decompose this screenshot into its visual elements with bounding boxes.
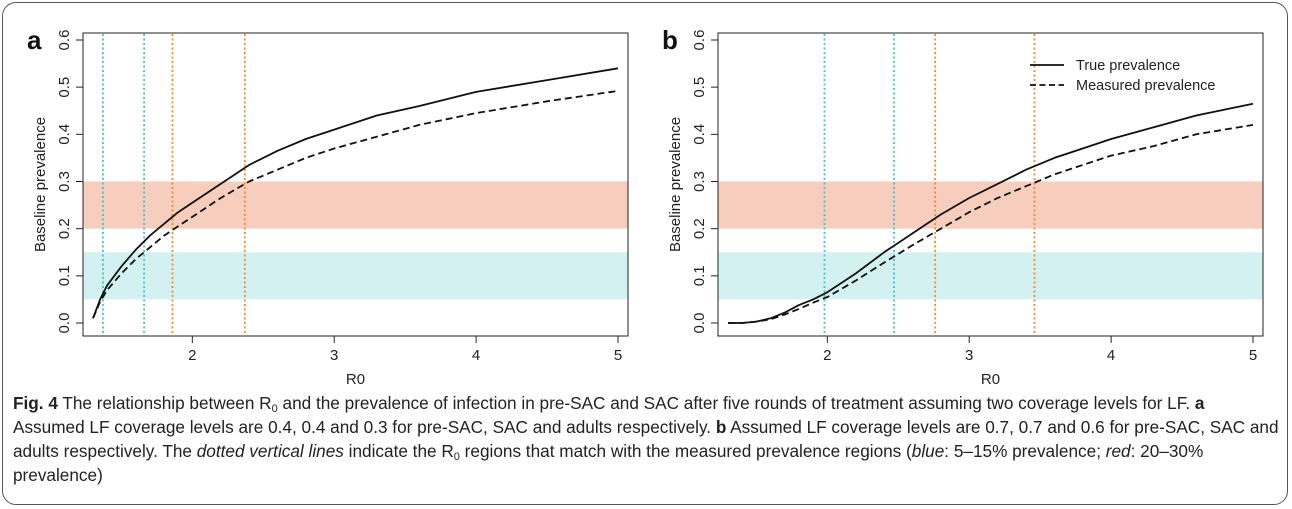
x-axis-label: R0 bbox=[981, 371, 1000, 388]
x-tick-label: 4 bbox=[1107, 347, 1115, 364]
y-tick-label: 0.1 bbox=[691, 265, 708, 286]
y-tick-label: 0.3 bbox=[56, 171, 73, 192]
caption-text-d: regions that match with the measured pre… bbox=[460, 441, 912, 461]
band-blue bbox=[83, 252, 628, 299]
figure-caption: Fig. 4 The relationship between R0 and t… bbox=[13, 391, 1279, 487]
y-tick-label: 0.5 bbox=[56, 77, 73, 98]
caption-text-c: indicate the R bbox=[344, 441, 454, 461]
band-blue bbox=[718, 252, 1263, 299]
y-tick-label: 0.2 bbox=[56, 218, 73, 239]
x-axis-label: R0 bbox=[346, 371, 365, 388]
y-tick-label: 0.6 bbox=[56, 30, 73, 51]
caption-text-1b: and the prevalence of infection in pre-S… bbox=[278, 393, 1195, 413]
caption-figure-label: Fig. 4 bbox=[13, 393, 58, 413]
x-tick-label: 5 bbox=[1249, 347, 1257, 364]
y-tick-label: 0.4 bbox=[56, 124, 73, 145]
x-tick-label: 3 bbox=[965, 347, 973, 364]
y-tick-label: 0.2 bbox=[691, 218, 708, 239]
caption-panel-a-label: a bbox=[1195, 393, 1205, 413]
caption-blue-word: blue bbox=[912, 441, 945, 461]
legend-entry-label: Measured prevalence bbox=[1076, 78, 1215, 94]
y-tick-label: 0.0 bbox=[691, 313, 708, 334]
x-tick-label: 3 bbox=[330, 347, 338, 364]
panel-b: 2 3 4 5 R0 0.0 0.1 0.2 0.3 0.4 0.5 0.6 Baseline prev… bbox=[662, 25, 1263, 388]
x-tick-label: 4 bbox=[472, 347, 480, 364]
band-red bbox=[83, 182, 628, 229]
legend-entry-label: True prevalence bbox=[1076, 58, 1180, 74]
caption-dotted-phrase: dotted vertical lines bbox=[197, 441, 344, 461]
x-tick-label: 5 bbox=[614, 347, 622, 364]
x-tick-label: 2 bbox=[823, 347, 831, 364]
y-axis-label: Baseline prevalence bbox=[32, 117, 49, 252]
y-axis-label: Baseline prevalence bbox=[667, 117, 684, 252]
caption-panel-b-label: b bbox=[716, 417, 727, 437]
caption-text-1a: The relationship between R bbox=[62, 393, 271, 413]
figure-canvas: 2 3 4 5 R0 0.0 0.1 0.2 0.3 0.4 0.5 0.6 Baseline prev… bbox=[3, 3, 1288, 393]
caption-red-word: red bbox=[1106, 441, 1131, 461]
y-tick-label: 0.3 bbox=[691, 171, 708, 192]
y-tick-label: 0.1 bbox=[56, 265, 73, 286]
band-red bbox=[718, 182, 1263, 229]
panel-label: a bbox=[27, 25, 42, 55]
y-tick-label: 0.0 bbox=[56, 313, 73, 334]
y-tick-label: 0.6 bbox=[691, 30, 708, 51]
panel-label: b bbox=[662, 25, 678, 55]
y-tick-label: 0.5 bbox=[691, 77, 708, 98]
panel-a: 2 3 4 5 R0 0.0 0.1 0.2 0.3 0.4 0.5 0.6 Baseline prev… bbox=[27, 25, 628, 388]
y-tick-label: 0.4 bbox=[691, 124, 708, 145]
caption-panel-a-text: Assumed LF coverage levels are 0.4, 0.4 … bbox=[13, 417, 716, 437]
caption-text-e: : 5–15% prevalence; bbox=[944, 441, 1105, 461]
x-tick-label: 2 bbox=[188, 347, 196, 364]
